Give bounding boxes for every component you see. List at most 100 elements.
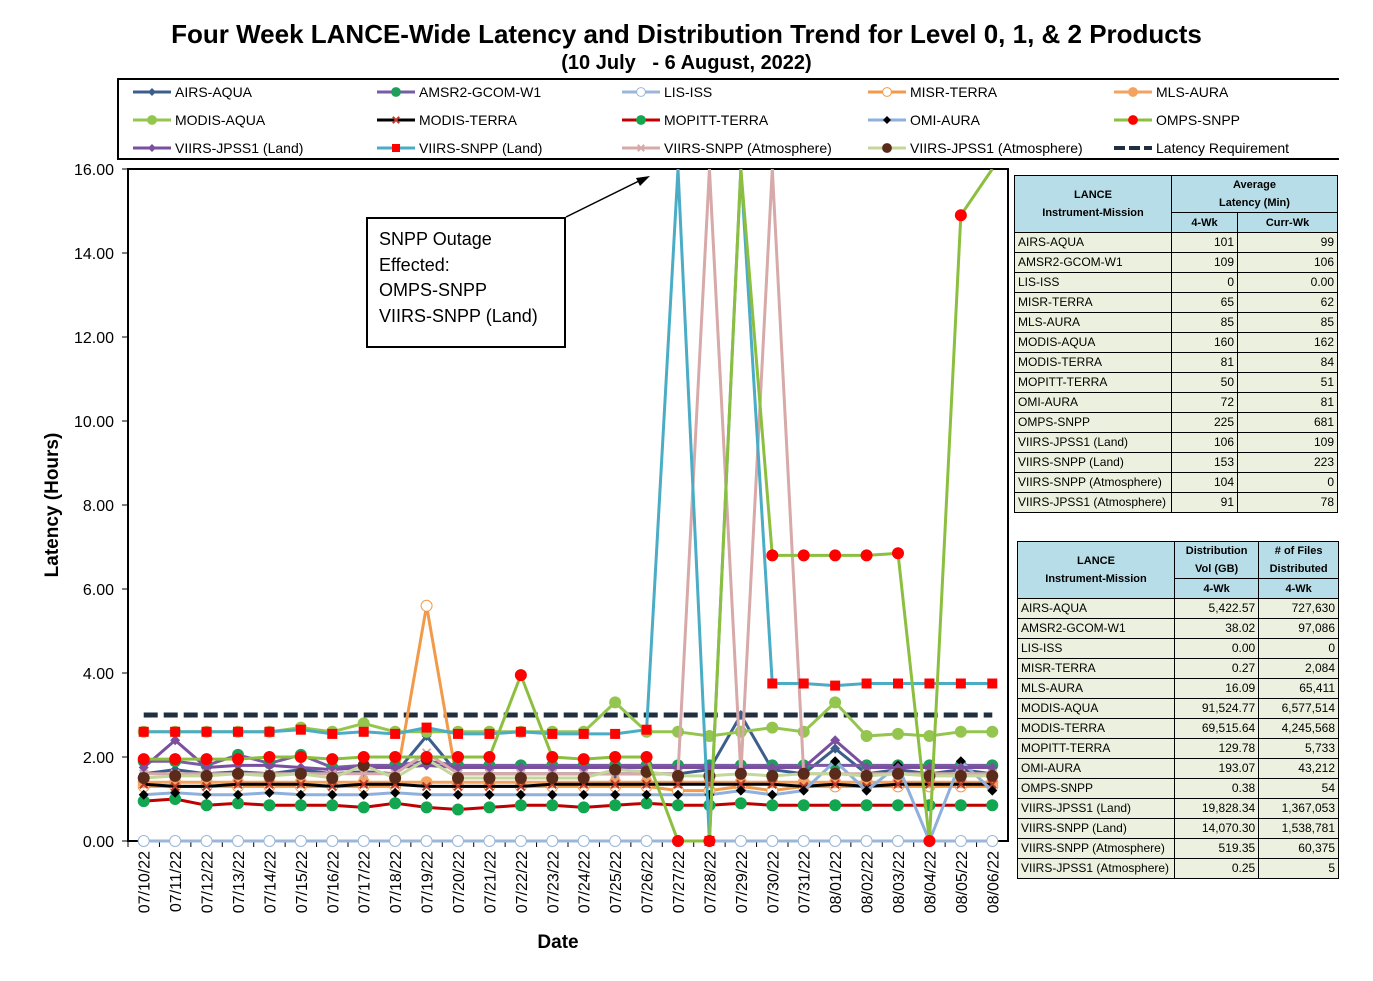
- table-cell: 153: [1170, 452, 1239, 473]
- table-cell: 129.78: [1173, 738, 1260, 759]
- latency-chart: 0.00 2.00 4.00 6.00 8.00 10.00 12.00 14.00 16.00…: [42, 162, 1009, 953]
- table-cell: 69,515.64: [1173, 718, 1260, 739]
- x-tick-label: 08/06/22: [985, 851, 1002, 913]
- data-point: [734, 835, 747, 847]
- table-cell: 0.27: [1173, 658, 1260, 679]
- data-point: [829, 799, 842, 812]
- table-header: LANCE Instrument-Mission: [1017, 541, 1175, 599]
- data-point: [987, 678, 998, 689]
- legend-label: AIRS-AQUA: [175, 84, 253, 100]
- data-point: [860, 835, 873, 847]
- y-tick-label: 6.00: [83, 582, 114, 599]
- table-cell: 5,422.57: [1173, 598, 1260, 619]
- x-tick-label: 08/03/22: [891, 851, 908, 913]
- data-point: [734, 797, 747, 810]
- data-point: [1128, 87, 1138, 97]
- table-cell: OMI-AURA: [1014, 392, 1172, 413]
- table-cell: 0.00: [1173, 638, 1260, 659]
- legend-label: MOPITT-TERRA: [664, 112, 769, 128]
- data-point: [673, 779, 683, 790]
- data-point: [294, 767, 307, 780]
- table-subheader-row: 4-Wk Curr-Wk: [1015, 212, 1338, 233]
- callout-line: OMPS-SNPP: [379, 280, 488, 300]
- data-point: [326, 772, 339, 784]
- data-point: [483, 772, 496, 784]
- table-cell: VIIRS-SNPP (Atmosphere): [1014, 472, 1172, 493]
- data-point: [263, 835, 276, 847]
- data-point: [547, 789, 558, 800]
- data-point: [514, 772, 527, 784]
- data-point: [640, 835, 653, 847]
- callout-line: SNPP Outage: [379, 229, 492, 249]
- x-tick-label: 07/29/22: [734, 851, 751, 913]
- data-point: [484, 728, 495, 739]
- legend-swatch: [133, 115, 171, 125]
- data-point: [767, 762, 778, 773]
- data-point: [609, 751, 622, 763]
- data-point: [201, 789, 212, 800]
- table-cell: 0: [1170, 272, 1239, 293]
- data-point: [148, 88, 156, 96]
- legend-label: Latency Requirement: [1156, 140, 1290, 156]
- data-point: [636, 115, 646, 125]
- table-cell: 65: [1170, 292, 1239, 313]
- data-point: [232, 753, 244, 766]
- table-cell: 109: [1170, 252, 1239, 273]
- table-cell: 99: [1237, 232, 1338, 253]
- data-point: [200, 753, 213, 766]
- data-point: [294, 751, 307, 763]
- table-cell: 0: [1237, 472, 1338, 493]
- x-tick-label: 07/23/22: [545, 851, 562, 913]
- table-row: VIIRS-JPSS1 (Atmosphere) 91 78: [1014, 492, 1338, 513]
- data-point: [766, 721, 779, 734]
- table-cell: VIIRS-JPSS1 (Atmosphere): [1014, 492, 1172, 513]
- legend-label: MISR-TERRA: [910, 84, 998, 100]
- table-row: VIIRS-SNPP (Land) 153 223: [1014, 452, 1338, 473]
- x-tick-label: 08/04/22: [922, 851, 939, 913]
- table-cell: MODIS-TERRA: [1017, 718, 1175, 739]
- table-cell: 681: [1237, 412, 1338, 433]
- table-cell: 51: [1237, 372, 1338, 393]
- data-point: [609, 799, 622, 812]
- y-tick-label: 10.00: [74, 414, 114, 431]
- data-point: [767, 789, 778, 800]
- table-cell: 106: [1237, 252, 1338, 273]
- table-header-row: LANCE Instrument-Mission Average Latency (M…: [1014, 175, 1338, 233]
- table-cell: 727,630: [1258, 598, 1339, 619]
- header-line: LANCE: [1077, 555, 1115, 567]
- legend-swatch: [377, 116, 415, 124]
- legend-swatch: [133, 144, 171, 152]
- y-tick-label: 8.00: [83, 498, 114, 515]
- table-row: VIIRS-SNPP (Atmosphere) 519.35 60,375: [1017, 838, 1339, 859]
- table-cell: 193.07: [1173, 758, 1260, 779]
- data-point: [515, 789, 526, 800]
- data-point: [264, 779, 275, 790]
- data-point: [201, 781, 212, 792]
- table-cell: 5: [1258, 858, 1339, 879]
- legend-swatch: [622, 144, 660, 152]
- legend-label: OMI-AURA: [910, 112, 980, 128]
- data-point: [452, 772, 464, 784]
- table-cell: 38.02: [1173, 618, 1260, 639]
- data-point: [514, 799, 527, 812]
- distribution-table: LANCE Instrument-Mission Distribution Vol (…: [1017, 541, 1339, 879]
- data-point: [421, 781, 432, 792]
- table-row: VIIRS-JPSS1 (Land) 106 109: [1014, 432, 1338, 453]
- data-point: [357, 835, 370, 847]
- table-cell: 16.09: [1173, 678, 1260, 699]
- data-point: [200, 799, 213, 812]
- header-line: Distributed: [1269, 563, 1328, 575]
- table-cell: 43,212: [1258, 758, 1339, 779]
- data-point: [137, 772, 150, 784]
- table-cell: VIIRS-SNPP (Atmosphere): [1017, 838, 1175, 859]
- series-viirs-snpp-land: [138, 169, 998, 846]
- data-point: [641, 724, 652, 735]
- legend-label: OMPS-SNPP: [1156, 112, 1241, 128]
- table-cell: 84: [1237, 352, 1338, 373]
- callout-arrow-head: [636, 176, 650, 186]
- table-cell: AIRS-AQUA: [1014, 232, 1172, 253]
- legend-swatch: [377, 144, 415, 152]
- data-point: [326, 799, 339, 812]
- table-cell: 81: [1170, 352, 1239, 373]
- x-tick-label: 07/24/22: [577, 851, 594, 913]
